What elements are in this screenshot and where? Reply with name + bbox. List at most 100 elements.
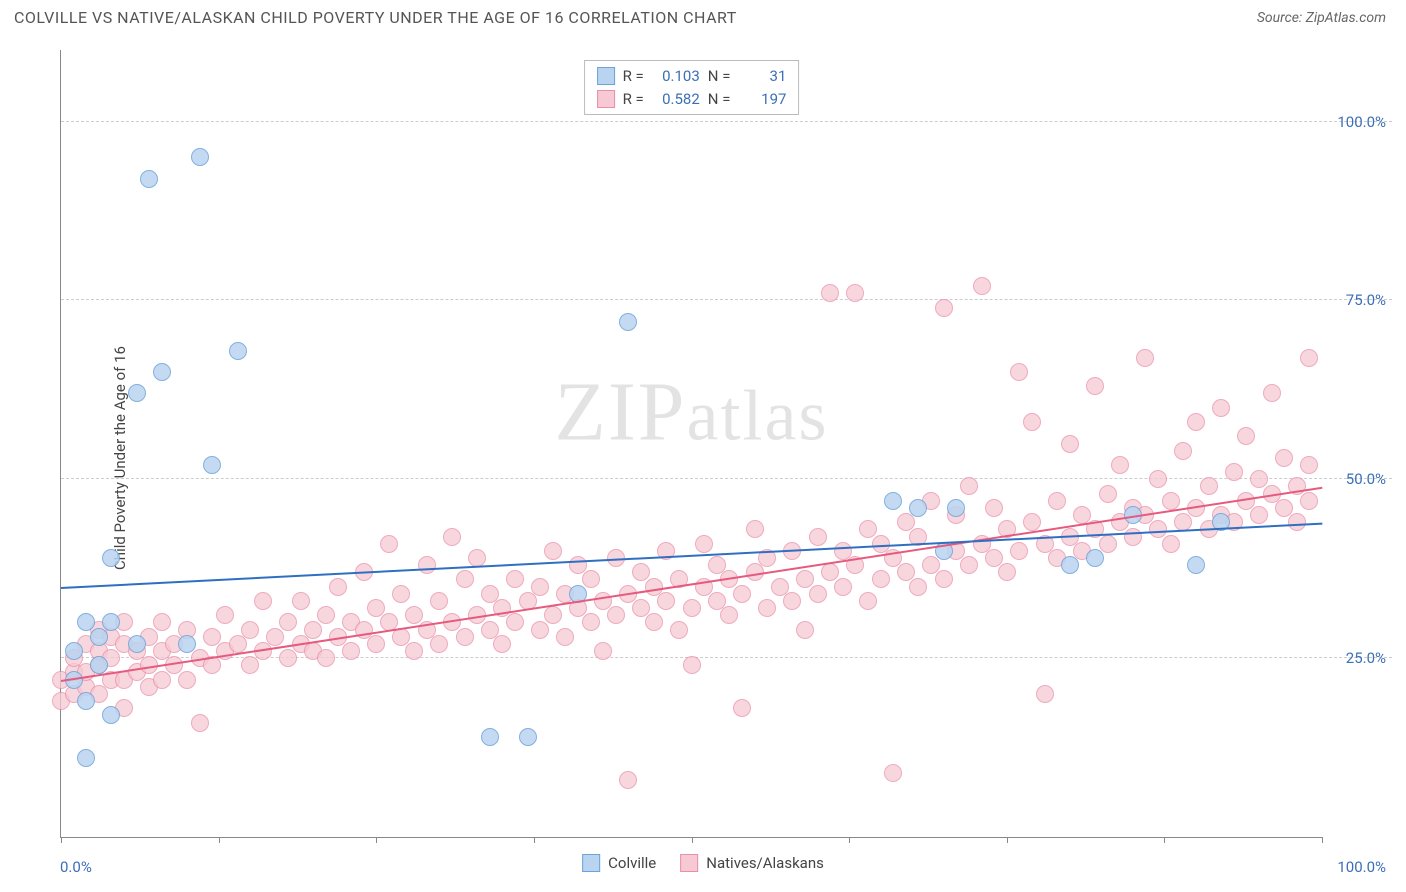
x-axis-max-label: 100.0% xyxy=(1337,858,1386,876)
natives-point xyxy=(506,613,524,631)
x-tick xyxy=(534,837,535,843)
colville-point xyxy=(90,656,108,674)
natives-point xyxy=(317,606,335,624)
natives-point xyxy=(1136,349,1154,367)
gridline xyxy=(61,121,1392,122)
natives-point xyxy=(292,592,310,610)
natives-point xyxy=(1010,542,1028,560)
r-label: R = xyxy=(623,65,644,88)
natives-point xyxy=(342,642,360,660)
natives-point xyxy=(1099,485,1117,503)
correlation-legend: R =0.103N =31R =0.582N =197 xyxy=(584,60,800,115)
natives-point xyxy=(935,299,953,317)
n-label: N = xyxy=(708,88,731,111)
x-axis-min-label: 0.0% xyxy=(60,858,92,876)
colville-point xyxy=(102,549,120,567)
colville-point xyxy=(77,692,95,710)
natives-point xyxy=(1300,456,1318,474)
colville-point xyxy=(229,342,247,360)
x-tick xyxy=(376,837,377,843)
natives-point xyxy=(1250,506,1268,524)
colville-point xyxy=(1061,556,1079,574)
y-tick-label: 25.0% xyxy=(1346,649,1386,667)
natives-point xyxy=(531,578,549,596)
y-tick-label: 75.0% xyxy=(1346,291,1386,309)
n-label: N = xyxy=(708,65,731,88)
chart-container: Child Poverty Under the Age of 16 ZIPatl… xyxy=(14,38,1392,878)
natives-point xyxy=(178,671,196,689)
natives-point xyxy=(241,656,259,674)
colville-point xyxy=(140,170,158,188)
natives-point xyxy=(582,613,600,631)
colville-point xyxy=(191,148,209,166)
natives-point xyxy=(733,699,751,717)
natives-point xyxy=(254,592,272,610)
natives-point xyxy=(607,606,625,624)
natives-point xyxy=(1023,413,1041,431)
gridline xyxy=(61,299,1392,300)
natives-point xyxy=(556,628,574,646)
colville-point xyxy=(128,384,146,402)
colville-point xyxy=(65,642,83,660)
natives-point xyxy=(1162,535,1180,553)
natives-point xyxy=(191,714,209,732)
r-label: R = xyxy=(623,88,644,111)
natives-point xyxy=(1300,349,1318,367)
natives-point xyxy=(783,592,801,610)
natives-point xyxy=(468,549,486,567)
colville-point xyxy=(102,613,120,631)
natives-point xyxy=(380,535,398,553)
natives-point xyxy=(758,599,776,617)
colville-point xyxy=(1086,549,1104,567)
colville-point xyxy=(619,313,637,331)
natives-point xyxy=(973,277,991,295)
natives-point xyxy=(809,528,827,546)
legend-item-colville: Colville xyxy=(582,854,656,872)
legend-swatch xyxy=(597,90,615,108)
colville-point xyxy=(519,728,537,746)
natives-point xyxy=(1288,513,1306,531)
source-attribution: Source: ZipAtlas.com xyxy=(1257,10,1386,26)
legend-swatch xyxy=(597,67,615,85)
x-tick xyxy=(692,837,693,843)
natives-point xyxy=(834,578,852,596)
x-tick xyxy=(61,837,62,843)
natives-point xyxy=(1225,463,1243,481)
natives-point xyxy=(216,606,234,624)
natives-point xyxy=(683,656,701,674)
natives-point xyxy=(329,578,347,596)
series-legend: ColvilleNatives/Alaskans xyxy=(582,854,824,872)
natives-point xyxy=(1124,528,1142,546)
natives-point xyxy=(229,635,247,653)
r-value: 0.103 xyxy=(652,65,700,88)
natives-point xyxy=(695,535,713,553)
natives-point xyxy=(443,528,461,546)
natives-point xyxy=(796,621,814,639)
legend-label: Colville xyxy=(608,854,656,872)
trend-line xyxy=(61,486,1322,681)
natives-point xyxy=(1237,427,1255,445)
natives-point xyxy=(960,556,978,574)
x-tick xyxy=(849,837,850,843)
natives-point xyxy=(884,764,902,782)
colville-point xyxy=(481,728,499,746)
natives-point xyxy=(531,621,549,639)
natives-point xyxy=(317,649,335,667)
natives-point xyxy=(594,642,612,660)
natives-point xyxy=(392,585,410,603)
natives-point xyxy=(1023,513,1041,531)
natives-point xyxy=(1010,363,1028,381)
colville-point xyxy=(1187,556,1205,574)
natives-point xyxy=(544,606,562,624)
colville-point xyxy=(178,635,196,653)
chart-title: COLVILLE VS NATIVE/ALASKAN CHILD POVERTY… xyxy=(14,8,737,27)
x-tick xyxy=(1007,837,1008,843)
natives-point xyxy=(279,613,297,631)
natives-point xyxy=(506,570,524,588)
natives-point xyxy=(872,570,890,588)
plot-area: ZIPatlas R =0.103N =31R =0.582N =197 25.… xyxy=(60,50,1322,838)
natives-point xyxy=(266,628,284,646)
legend-row-natives: R =0.582N =197 xyxy=(597,88,787,111)
natives-point xyxy=(430,592,448,610)
natives-point xyxy=(909,578,927,596)
